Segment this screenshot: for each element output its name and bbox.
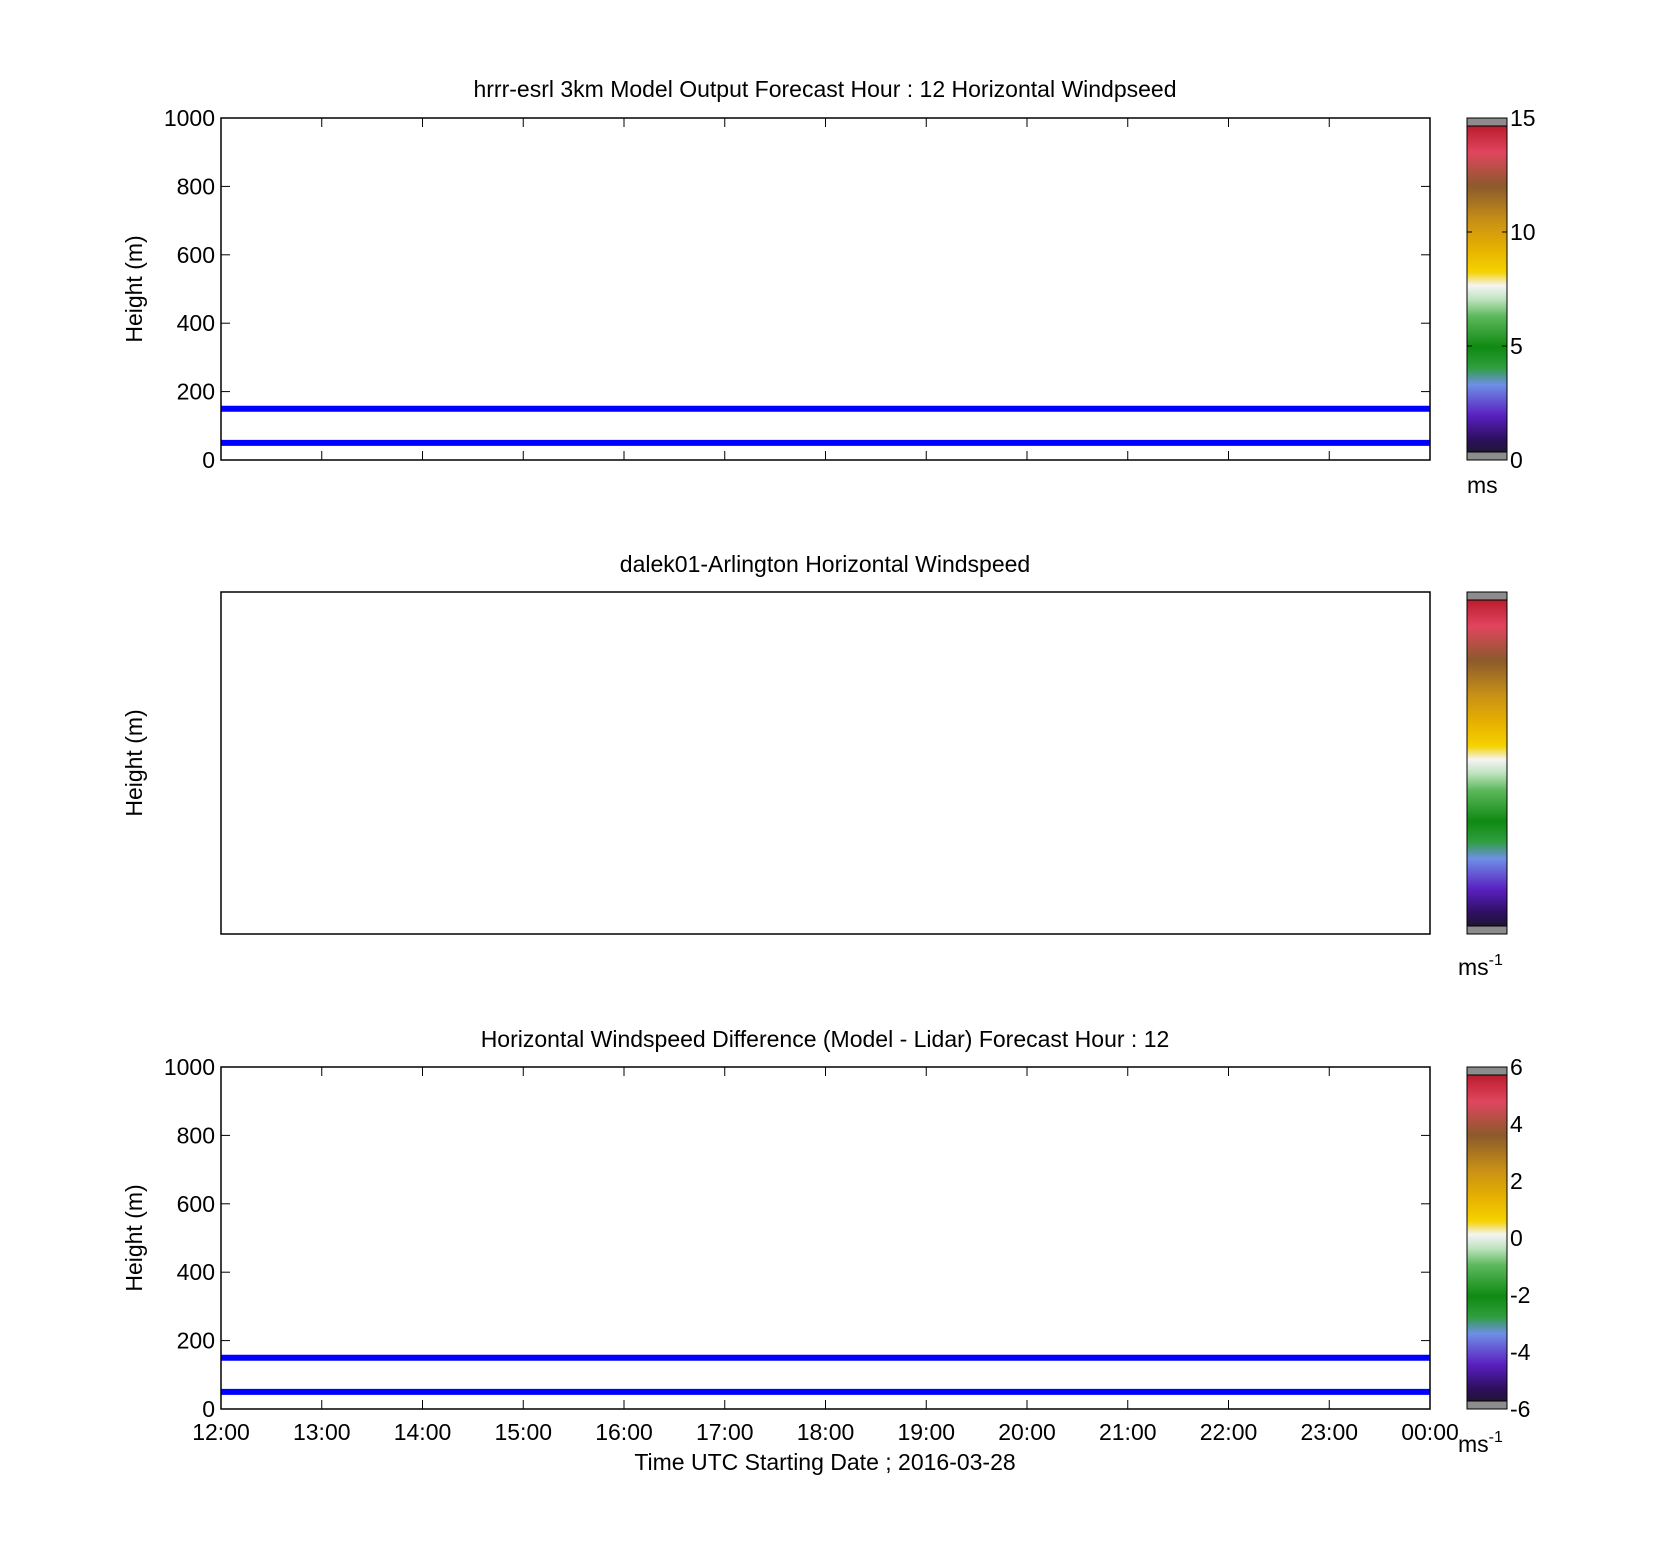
panel-difference: Horizontal Windspeed Difference (Model -…: [121, 1026, 1508, 1475]
x-axis-label: Time UTC Starting Date ; 2016-03-28: [634, 1449, 1015, 1475]
y-tick-label: 200: [177, 379, 215, 405]
y-tick-label: 400: [177, 310, 215, 336]
colorbar-tick-label: 5: [1510, 333, 1523, 359]
colorbar-tick-label: 4: [1510, 1111, 1523, 1137]
colorbar-tick-label: -4: [1510, 1339, 1531, 1365]
colorbar-body: [1466, 591, 1508, 935]
y-ticks: 0 200 400 600 800 1000: [164, 105, 1430, 473]
x-tick-label: 19:00: [897, 1419, 955, 1445]
y-tick-label: 200: [177, 1328, 215, 1354]
reference-lines: [221, 1354, 1430, 1395]
colorbar-unit: ms: [1467, 472, 1498, 498]
x-tick-label: 13:00: [293, 1419, 351, 1445]
y-axis-label: Height (m): [121, 235, 147, 342]
panel-model: hrrr-esrl 3km Model Output Forecast Hour…: [121, 76, 1536, 498]
y-tick-label: 0: [202, 447, 215, 473]
reference-lines: [221, 405, 1430, 446]
x-tick-label: 18:00: [797, 1419, 855, 1445]
y-axis-label: Height (m): [121, 1184, 147, 1291]
colorbar-over-cap: [1466, 591, 1508, 601]
colorbar-under-cap: [1466, 451, 1508, 461]
plot-frame: [220, 591, 1431, 935]
x-tick-label: 22:00: [1200, 1419, 1258, 1445]
colorbar-body: [1466, 117, 1508, 461]
colorbar-tick-label: 6: [1510, 1054, 1523, 1080]
colorbar-tick-label: 0: [1510, 1225, 1523, 1251]
y-tick-label: 600: [177, 242, 215, 268]
y-tick-label: 800: [177, 173, 215, 199]
x-ticks: [220, 118, 1431, 460]
x-tick-label: 12:00: [192, 1419, 250, 1445]
x-tick-label: 14:00: [394, 1419, 452, 1445]
colorbar-unit: ms-1: [1458, 952, 1503, 980]
panel-lidar: dalek01-Arlington Horizontal Windspeed H…: [121, 551, 1531, 1445]
colorbar-tick-label: 2: [1510, 1168, 1523, 1194]
x-tick-label: 15:00: [494, 1419, 552, 1445]
x-tick-label: 00:00: [1401, 1419, 1459, 1445]
y-tick-label: 0: [202, 1396, 215, 1422]
colorbar-tick-label: 0: [1510, 447, 1523, 473]
y-tick-label: 600: [177, 1191, 215, 1217]
x-tick-label: 21:00: [1099, 1419, 1157, 1445]
x-ticks: 12:00 13:00 14:00 15:00 16:00 17:00 18:00 19:00…: [192, 1067, 1459, 1445]
panel-title: hrrr-esrl 3km Model Output Forecast Hour…: [473, 76, 1176, 102]
x-tick-label: 23:00: [1300, 1419, 1358, 1445]
y-axis-label: Height (m): [121, 709, 147, 816]
x-tick-label: 17:00: [696, 1419, 754, 1445]
colorbar-under-cap: [1466, 1400, 1508, 1410]
x-tick-label: 16:00: [595, 1419, 653, 1445]
colorbar-unit: ms-1: [1458, 1429, 1503, 1457]
y-tick-label: 1000: [164, 105, 215, 131]
y-tick-label: 400: [177, 1259, 215, 1285]
colorbar-body: [1466, 1066, 1508, 1410]
colorbar: ms-1 -6 -4 -2 0 2 4 6: [1458, 591, 1531, 1422]
colorbar-tick-label: 15: [1510, 105, 1536, 131]
colorbar: ms-1: [1458, 1066, 1508, 1457]
colorbar-tick-label: 10: [1510, 219, 1536, 245]
y-ticks: 0 200 400 600 800 1000: [164, 1054, 1430, 1422]
y-tick-label: 1000: [164, 1054, 215, 1080]
colorbar: ms 0 5 10 15: [1466, 105, 1536, 498]
colorbar-tick-label: -2: [1510, 1282, 1530, 1308]
panel-title: dalek01-Arlington Horizontal Windspeed: [620, 551, 1030, 577]
plot-frame: [220, 1066, 1431, 1410]
colorbar-tick-label: -6: [1510, 1396, 1530, 1422]
colorbar-over-cap: [1466, 117, 1508, 127]
x-tick-label: 20:00: [998, 1419, 1056, 1445]
colorbar-over-cap: [1466, 1066, 1508, 1076]
y-tick-label: 800: [177, 1122, 215, 1148]
panel-title: Horizontal Windspeed Difference (Model -…: [481, 1026, 1170, 1052]
colorbar-under-cap: [1466, 925, 1508, 935]
